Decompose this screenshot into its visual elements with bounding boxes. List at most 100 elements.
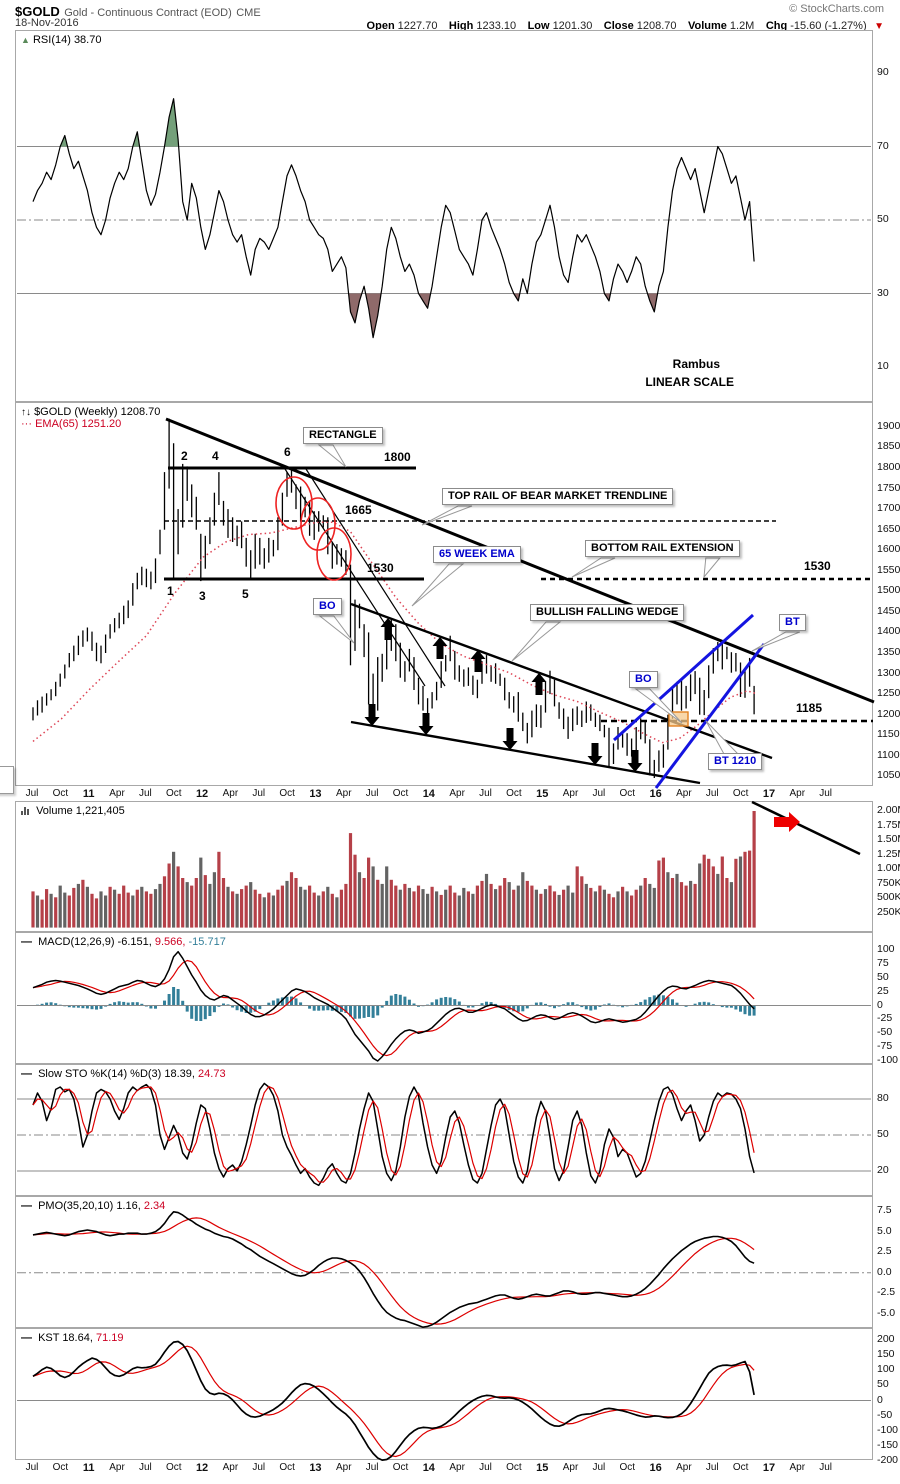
y-axis-tick: 10 [877, 360, 889, 372]
x-axis-tick: Oct [506, 1462, 522, 1473]
macd-histogram-bar [54, 1003, 58, 1006]
volume-bar [598, 885, 602, 928]
volume-bar [525, 880, 529, 928]
x-axis-tick: Apr [562, 788, 579, 799]
x-axis-tick: Apr [676, 1462, 692, 1473]
volume-bar [203, 875, 207, 928]
volume-bar [72, 887, 76, 928]
volume-bar [693, 883, 697, 928]
volume-bar [126, 892, 130, 928]
x-axis-tick: Jul [479, 1462, 492, 1473]
x-axis-tick: 16 [649, 788, 662, 800]
volume-legend-text: Volume 1,221,405 [36, 805, 125, 817]
chart-date: 18-Nov-2016 [15, 17, 79, 29]
y-axis-tick: 1.25M [877, 847, 900, 860]
macd-histogram-bar [702, 1001, 706, 1006]
x-axis-tick: Apr [449, 788, 465, 799]
callout-rectangle: RECTANGLE [303, 427, 383, 444]
y-axis-tick: 1300 [877, 666, 900, 679]
x-axis-tick: Oct [279, 788, 295, 799]
kst-signal-line [32, 1345, 755, 1458]
macd-histogram-bar [113, 1002, 117, 1006]
macd-histogram-bar [280, 997, 284, 1006]
up-arrow [627, 750, 643, 772]
volume-bar [244, 885, 248, 928]
y-axis-tick: 1.75M [877, 818, 900, 831]
x-axis-tick: Apr [562, 1462, 579, 1473]
y-axis-tick: 1850 [877, 440, 900, 453]
volume-bar [666, 872, 670, 928]
callout-bullish-falling-wedge: BULLISH FALLING WEDGE [530, 604, 685, 621]
volume-bar [335, 897, 339, 928]
macd-histogram-bar [217, 1005, 221, 1007]
volume-bar [367, 857, 371, 928]
volume-bar [711, 866, 715, 928]
volume-bar [453, 892, 457, 928]
pmo-line [32, 1211, 755, 1328]
volume-bar [339, 889, 343, 928]
x-axis-tick: Jul [365, 788, 379, 799]
updown-icon: ↑↓ [21, 407, 31, 418]
x-axis-tick: 11 [82, 788, 95, 800]
volume-bar [421, 889, 425, 928]
macd-histogram-bar [335, 1005, 339, 1012]
macd-histogram-bar [485, 1001, 488, 1006]
macd-histogram-bar [394, 994, 398, 1006]
y-axis-tick: 1050 [877, 769, 900, 782]
volume-bar [348, 833, 353, 928]
macd-histogram-bar [190, 1005, 194, 1019]
macd-histogram-bar [439, 997, 443, 1006]
macd-histogram-bar [448, 997, 452, 1006]
volume-bar [516, 885, 520, 928]
volume-bar [371, 866, 375, 928]
y-axis-tick: 50 [877, 1128, 889, 1140]
macd-histogram-bar [271, 1000, 275, 1006]
macd-histogram-bar [539, 1002, 543, 1006]
macd-histogram-bar [430, 1002, 434, 1006]
macd-histogram-bar [163, 1000, 166, 1006]
y-axis-tick: 7.5 [877, 1204, 892, 1216]
wedge-top-rail [350, 602, 773, 760]
volume-bar [661, 857, 665, 928]
macd-histogram-bar [607, 1003, 611, 1006]
watermark-scale: LINEAR SCALE [645, 375, 734, 389]
volume-bar [344, 883, 348, 928]
x-axis-tick: 14 [422, 1462, 435, 1474]
y-axis-tick: -75 [877, 1040, 893, 1053]
credit: © StockCharts.com [789, 3, 884, 15]
volume-bar [190, 885, 194, 928]
macd-histogram-bar [621, 1005, 625, 1008]
y-axis-tick: 1450 [877, 604, 900, 617]
volume-bar [276, 889, 280, 928]
chg-label: Chg [765, 20, 788, 32]
x-axis-tick: Apr [789, 1462, 806, 1473]
volume-bar [85, 886, 89, 928]
rsi-icon: ▲ [21, 35, 30, 45]
macd-histogram-bar [194, 1005, 198, 1021]
y-axis-tick: 1100 [877, 748, 900, 761]
volume-bar [185, 882, 189, 928]
y-axis-tick: 50 [877, 213, 889, 225]
x-axis-tick: Oct [392, 1462, 409, 1473]
x-axis-tick: 13 [309, 1462, 322, 1474]
macd-histogram-bar [95, 1005, 98, 1010]
volume-bar [212, 872, 216, 928]
price-legend: ↑↓ $GOLD (Weekly) 1208.70 ··· EMA(65) 12… [21, 406, 160, 430]
volume-bar [534, 889, 538, 928]
macd-histogram-bar [172, 987, 176, 1006]
volume-bar [439, 894, 443, 928]
pmo-panel: — PMO(35,20,10) 1.16, 2.34 [15, 1196, 873, 1328]
pattern-touch-number: 2 [181, 449, 188, 463]
red-circle-1 [275, 476, 313, 530]
y-axis-tick: 0.0 [877, 1265, 892, 1278]
pmo-legend-text: PMO(35,20,10) 1.16, [38, 1200, 141, 1212]
volume-bar [380, 883, 384, 928]
macd-histogram-bar [140, 1003, 144, 1006]
y-axis-tick: 1.00M [877, 862, 900, 875]
volume-bar [416, 885, 421, 928]
macd-histogram-bar [358, 1005, 361, 1019]
x-axis-tick: Oct [506, 788, 522, 799]
macd-histogram-bar [203, 1005, 207, 1020]
y-axis-tick: 500K [877, 891, 900, 904]
volume-bar [539, 893, 543, 928]
